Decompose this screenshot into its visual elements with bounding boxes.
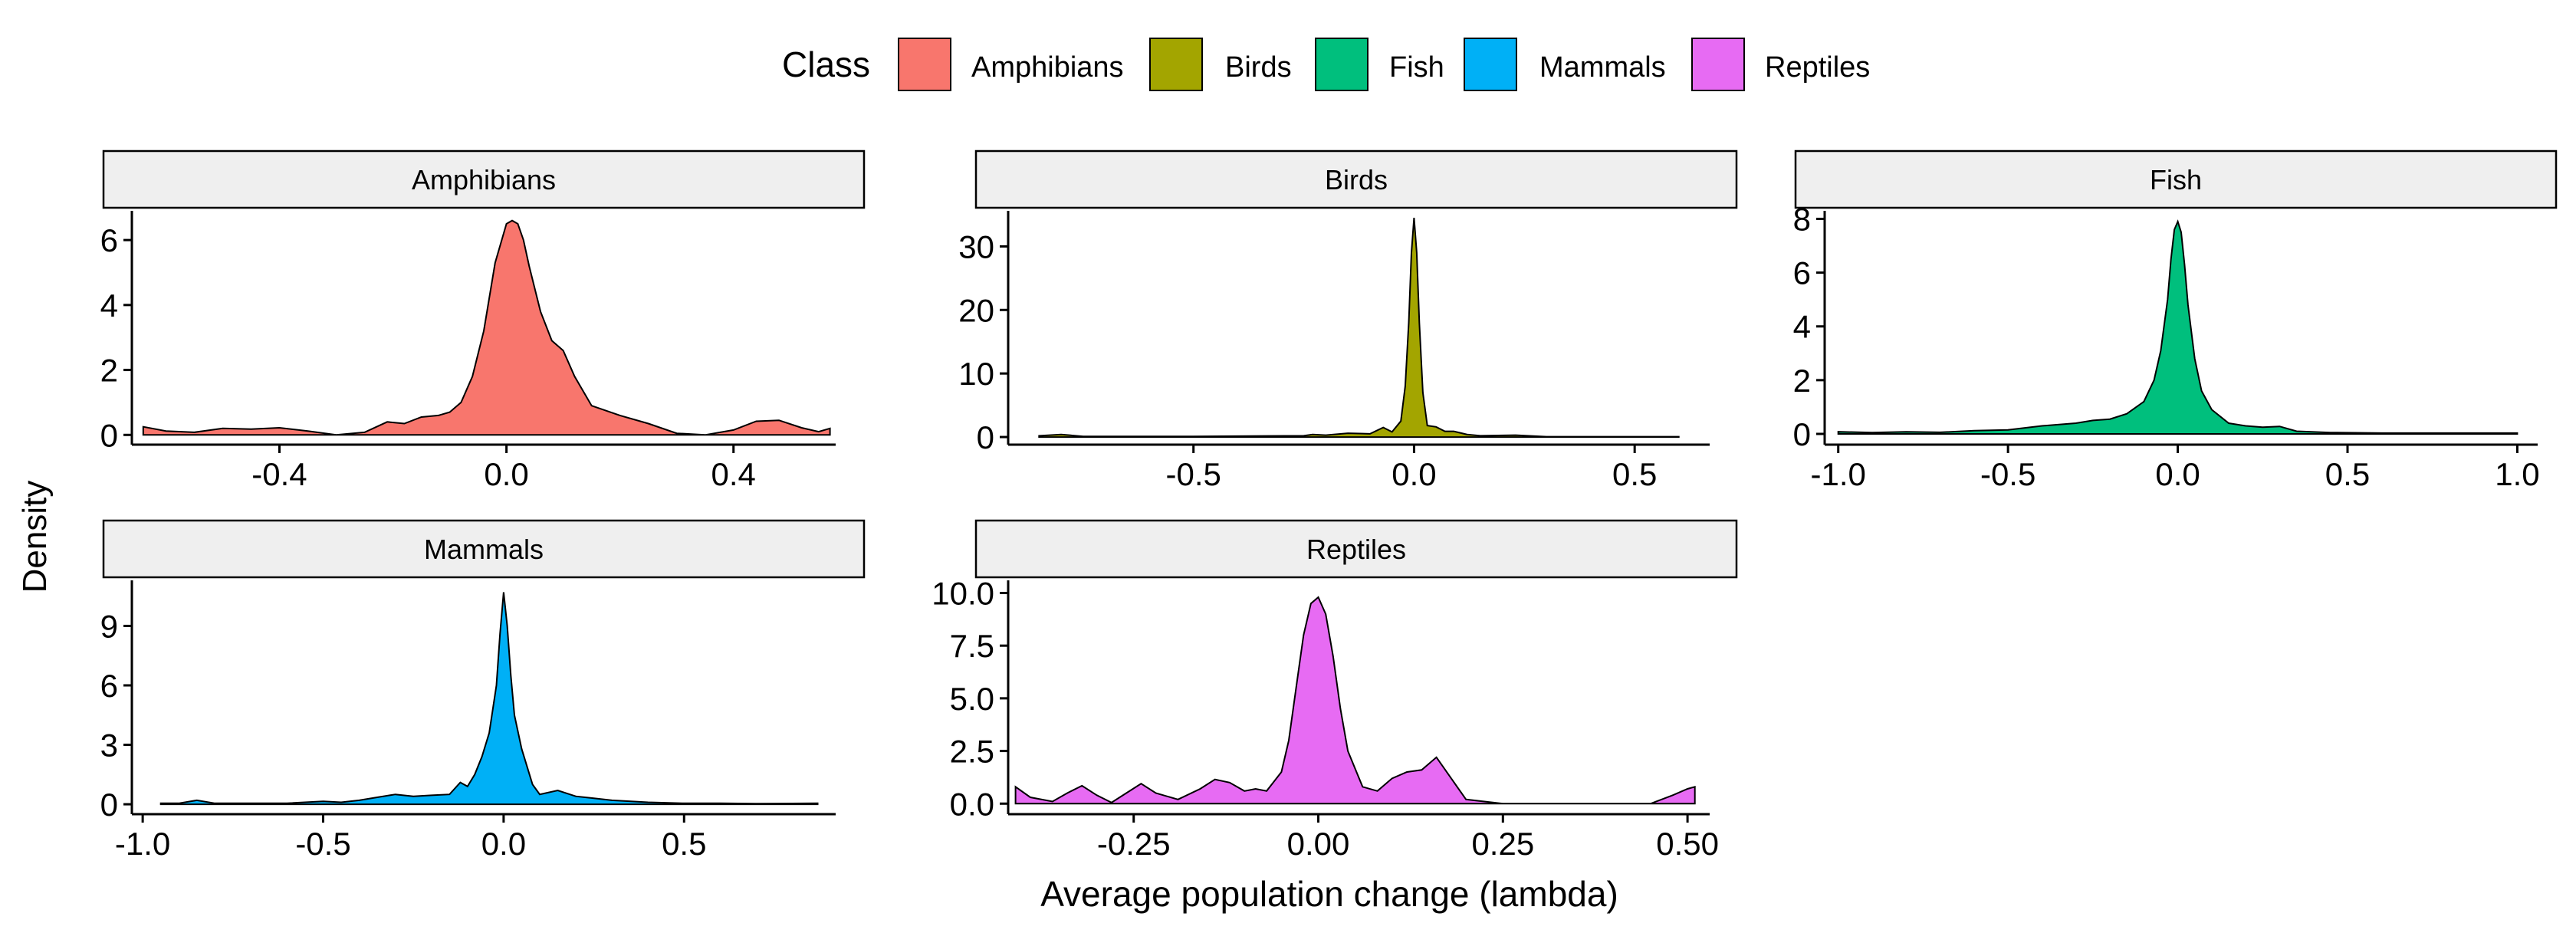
x-tick-label-mammals: -1.0 xyxy=(115,826,170,862)
y-axis-title: Density xyxy=(16,481,54,593)
y-tick-label-mammals: 6 xyxy=(100,668,118,704)
y-tick-label-reptiles: 5.0 xyxy=(950,681,994,717)
x-tick-label-birds: 0.5 xyxy=(1612,456,1657,492)
density-area-birds xyxy=(1038,218,1680,439)
x-tick-label-fish: 0.5 xyxy=(2325,456,2370,492)
density-area-mammals xyxy=(159,592,819,806)
x-tick-label-amphibians: 0.4 xyxy=(711,456,756,492)
y-tick-label-birds: 20 xyxy=(958,292,994,328)
y-tick-label-fish: 2 xyxy=(1793,363,1811,399)
panel-amphibians: Amphibians 0 2 4 6 -0.4 0.0 0.4 xyxy=(100,149,866,492)
y-tick-label-mammals: 3 xyxy=(100,728,118,764)
x-tick-label-fish: -0.5 xyxy=(1980,456,2036,492)
legend-keys: Amphibians Birds Fish Mammals Reptiles xyxy=(898,38,1870,91)
y-tick-label-amphibians: 6 xyxy=(100,222,118,258)
legend-label-amphibians: Amphibians xyxy=(971,51,1124,84)
x-tick-label-reptiles: 0.25 xyxy=(1471,826,1534,862)
panel-mammals: Mammals 0 3 6 9 -1.0 -0.5 0.0 0.5 xyxy=(100,519,866,862)
legend-key-fish xyxy=(1315,38,1368,91)
x-tick-label-mammals: 0.0 xyxy=(481,826,526,862)
legend-label-reptiles: Reptiles xyxy=(1765,51,1870,84)
x-tick-label-amphibians: -0.4 xyxy=(251,456,307,492)
legend-key-amphibians xyxy=(898,38,951,91)
x-tick-label-reptiles: -0.25 xyxy=(1097,826,1171,862)
density-area-fish xyxy=(1837,219,2518,435)
x-tick-label-mammals: -0.5 xyxy=(295,826,350,862)
y-tick-label-reptiles: 7.5 xyxy=(950,628,994,664)
y-tick-label-birds: 10 xyxy=(958,356,994,392)
legend-title: Class xyxy=(782,44,870,84)
y-tick-label-fish: 6 xyxy=(1793,255,1811,291)
y-tick-label-fish: 4 xyxy=(1793,309,1811,345)
legend-key-mammals xyxy=(1464,38,1517,91)
strip-mammals xyxy=(102,519,866,579)
x-tick-label-mammals: 0.5 xyxy=(662,826,706,862)
y-tick-label-amphibians: 4 xyxy=(100,287,118,324)
strip-reptiles xyxy=(974,519,1738,579)
x-tick-label-reptiles: 0.00 xyxy=(1287,826,1350,862)
x-tick-label-fish: 1.0 xyxy=(2495,456,2539,492)
strip-label-fish: Fish xyxy=(2150,164,2202,195)
x-axis-title: Average population change (lambda) xyxy=(1040,874,1618,914)
strip-label-reptiles: Reptiles xyxy=(1306,534,1406,565)
y-tick-label-mammals: 0 xyxy=(100,787,118,823)
strip-fish xyxy=(1794,149,2558,209)
y-tick-label-amphibians: 2 xyxy=(100,353,118,389)
legend-label-birds: Birds xyxy=(1225,51,1292,84)
legend-key-reptiles xyxy=(1691,38,1745,91)
strip-label-mammals: Mammals xyxy=(424,534,544,565)
x-tick-label-fish: 0.0 xyxy=(2155,456,2200,492)
legend-key-birds xyxy=(1149,38,1203,91)
panel-birds: Birds 0 10 20 30 -0.5 0.0 0.5 xyxy=(958,149,1738,492)
strip-label-amphibians: Amphibians xyxy=(412,164,556,195)
x-tick-label-fish: -1.0 xyxy=(1811,456,1866,492)
y-tick-label-mammals: 9 xyxy=(100,608,118,644)
legend-label-mammals: Mammals xyxy=(1539,51,1666,84)
legend: Class Amphibians Birds Fish Mammals Reptiles xyxy=(782,38,1870,91)
y-tick-label-birds: 0 xyxy=(977,419,994,455)
x-tick-label-birds: -0.5 xyxy=(1166,456,1221,492)
density-area-reptiles xyxy=(1014,596,1696,805)
panel-fish: Fish 0 2 4 6 8 -1.0 -0.5 0.0 0.5 1.0 xyxy=(1793,149,2558,492)
y-tick-label-fish: 0 xyxy=(1793,416,1811,452)
x-tick-label-birds: 0.0 xyxy=(1392,456,1436,492)
y-tick-label-reptiles: 0.0 xyxy=(950,786,994,822)
y-tick-label-fish: 8 xyxy=(1793,202,1811,238)
panel-reptiles: Reptiles 0.0 2.5 5.0 7.5 10.0 -0.25 0.00 0.25 0.5… xyxy=(932,519,1738,862)
y-tick-label-reptiles: 10.0 xyxy=(932,575,994,611)
legend-label-fish: Fish xyxy=(1389,51,1444,84)
y-tick-label-birds: 30 xyxy=(958,228,994,264)
strip-amphibians xyxy=(102,149,866,209)
strip-birds xyxy=(974,149,1738,209)
y-tick-label-reptiles: 2.5 xyxy=(950,734,994,770)
density-area-amphibians xyxy=(142,219,831,436)
x-tick-label-reptiles: 0.50 xyxy=(1656,826,1719,862)
strip-label-birds: Birds xyxy=(1325,164,1388,195)
y-tick-label-amphibians: 0 xyxy=(100,417,118,453)
x-tick-label-amphibians: 0.0 xyxy=(484,456,528,492)
